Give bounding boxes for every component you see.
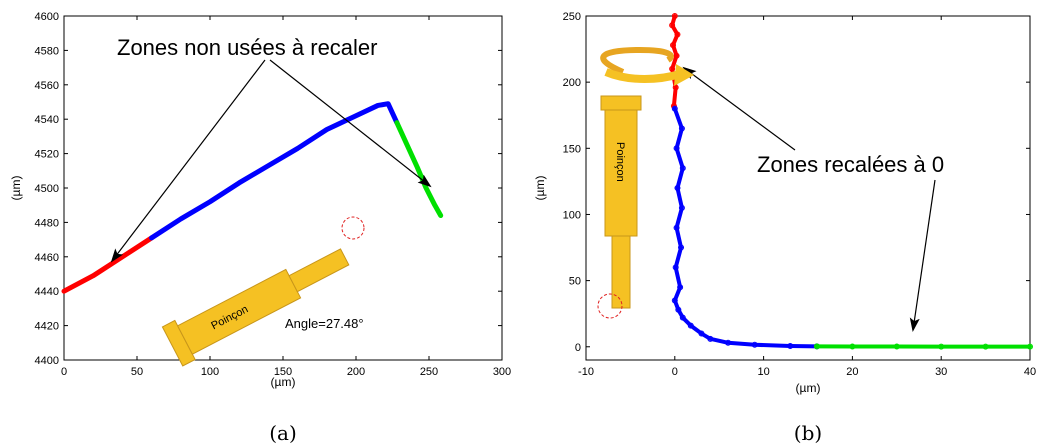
y-tick-label-b: 200 bbox=[563, 77, 581, 89]
series-line-a-0 bbox=[61, 235, 155, 294]
y-tick-label-a: 4420 bbox=[35, 321, 59, 333]
y-tick-label-b: 100 bbox=[563, 209, 581, 221]
data-point-b-0 bbox=[674, 31, 681, 38]
x-tick-label-a: 300 bbox=[493, 366, 511, 378]
data-point-b-1 bbox=[678, 204, 685, 211]
x-tick-label-b: 10 bbox=[757, 366, 769, 378]
data-point-b-1 bbox=[751, 341, 758, 348]
punch-tip-a bbox=[288, 248, 350, 293]
data-point-b-1 bbox=[671, 105, 678, 112]
series-trace-b-1 bbox=[672, 106, 819, 349]
annotation-arrow-b-up bbox=[682, 66, 796, 151]
y-tick-label-a: 4560 bbox=[35, 80, 59, 92]
y-axis-label-a: (µm) bbox=[9, 176, 23, 201]
plot-area-b bbox=[585, 15, 1031, 361]
subfigure-label-a: (a) bbox=[269, 421, 297, 445]
axis-ticks-b: -10 0 10 20 30 40 0 50 100 150 200 250 bbox=[563, 11, 1036, 378]
y-tick-label-b: 50 bbox=[569, 276, 581, 288]
annotation-arrow-b-down bbox=[909, 179, 936, 332]
data-point-b-1 bbox=[698, 330, 705, 337]
data-point-b-2 bbox=[938, 343, 945, 350]
data-point-b-1 bbox=[687, 322, 694, 329]
series-group-b bbox=[669, 13, 1033, 350]
x-tick-label-a: 100 bbox=[201, 366, 219, 378]
rotation-arrow-icon bbox=[600, 46, 694, 86]
x-tick-label-b: 20 bbox=[846, 366, 858, 378]
y-tick-label-a: 4480 bbox=[35, 217, 59, 229]
annotation-text-b: Zones recalées à 0 bbox=[757, 152, 944, 177]
data-point-b-1 bbox=[679, 165, 686, 172]
data-point-b-2 bbox=[893, 343, 900, 350]
y-tick-label-b: 250 bbox=[563, 11, 581, 23]
data-point-b-2 bbox=[1027, 343, 1033, 350]
y-tick-label-a: 4520 bbox=[35, 149, 59, 161]
punch-inset-b: Poinçon bbox=[600, 95, 642, 309]
subfigure-label-b: (b) bbox=[794, 421, 822, 445]
data-point-b-1 bbox=[672, 264, 679, 271]
data-point-b-1 bbox=[725, 339, 732, 346]
y-tick-label-a: 4440 bbox=[35, 286, 59, 298]
annotation-arrow-a-right bbox=[269, 59, 432, 188]
axis-ticks-a: 0 50 100 150 200 250 300 4400 4420 4440 4460 4480 45… bbox=[35, 11, 512, 378]
data-point-b-1 bbox=[679, 314, 686, 321]
series-line-a-1 bbox=[149, 101, 400, 241]
data-point-b-0 bbox=[671, 13, 678, 19]
data-point-b-0 bbox=[670, 42, 677, 49]
panel-a: 0 50 100 150 200 250 300 4400 4420 4440 4460 4480 45… bbox=[9, 11, 511, 445]
data-point-b-1 bbox=[707, 335, 714, 342]
y-tick-label-b: 150 bbox=[563, 143, 581, 155]
y-tick-label-b: 0 bbox=[575, 342, 581, 354]
y-tick-label-a: 4400 bbox=[35, 355, 59, 367]
x-tick-label-a: 150 bbox=[274, 366, 292, 378]
punch-head-b bbox=[600, 95, 642, 111]
plot-area-a bbox=[63, 15, 503, 361]
annotation-text-a: Zones non usées à recaler bbox=[117, 35, 378, 60]
data-point-b-1 bbox=[673, 145, 680, 152]
x-tick-label-a: 50 bbox=[131, 366, 143, 378]
x-tick-label-a: 0 bbox=[61, 366, 67, 378]
y-tick-label-a: 4500 bbox=[35, 183, 59, 195]
x-tick-label-a: 200 bbox=[347, 366, 365, 378]
y-tick-label-a: 4580 bbox=[35, 45, 59, 57]
data-point-b-0 bbox=[673, 52, 680, 59]
data-point-b-1 bbox=[671, 297, 678, 304]
panel-b: -10 0 10 20 30 40 0 50 100 150 200 250 (µm) (µm) Zo… bbox=[533, 11, 1036, 445]
data-point-b-1 bbox=[677, 284, 684, 291]
x-tick-label-b: 30 bbox=[935, 366, 947, 378]
data-point-b-2 bbox=[982, 343, 989, 350]
data-point-b-1 bbox=[674, 185, 681, 191]
x-tick-label-b: 40 bbox=[1024, 366, 1036, 378]
data-point-b-0 bbox=[669, 65, 676, 72]
contact-circle-a bbox=[341, 216, 365, 240]
x-tick-label-b: 0 bbox=[672, 366, 678, 378]
y-tick-label-a: 4600 bbox=[35, 11, 59, 23]
data-point-b-1 bbox=[675, 306, 682, 313]
data-point-b-1 bbox=[787, 342, 794, 349]
punch-tip-b bbox=[611, 235, 631, 309]
y-axis-label-b: (µm) bbox=[533, 176, 547, 201]
contact-circle-b bbox=[597, 293, 623, 319]
y-tick-label-a: 4540 bbox=[35, 114, 59, 126]
data-point-b-2 bbox=[849, 343, 856, 350]
angle-label-a: Angle=27.48° bbox=[285, 316, 364, 331]
annotation-arrow-a-left bbox=[110, 59, 266, 263]
punch-inset-a: Poinçon bbox=[161, 248, 350, 367]
y-tick-label-a: 4460 bbox=[35, 252, 59, 264]
data-point-b-1 bbox=[673, 224, 680, 231]
data-point-b-0 bbox=[669, 22, 676, 29]
data-point-b-1 bbox=[678, 244, 685, 251]
punch-label-b: Poinçon bbox=[614, 142, 626, 182]
data-point-b-2 bbox=[813, 343, 820, 350]
x-tick-label-b: -10 bbox=[578, 366, 594, 378]
data-point-b-1 bbox=[678, 125, 685, 132]
x-tick-label-a: 250 bbox=[420, 366, 438, 378]
punch-body-b bbox=[604, 109, 638, 237]
x-axis-label-b: (µm) bbox=[796, 381, 821, 395]
x-axis-label-a: (µm) bbox=[271, 375, 296, 389]
